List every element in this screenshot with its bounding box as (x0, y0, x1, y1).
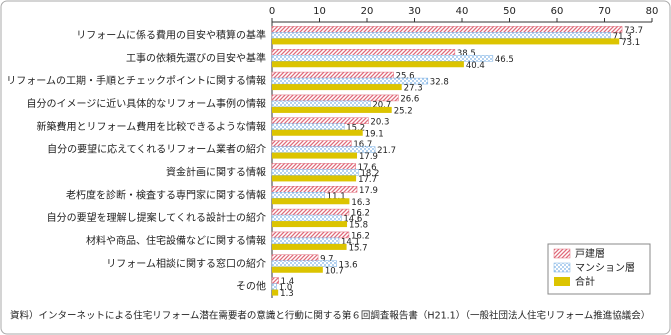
value-label: 10.7 (325, 266, 344, 276)
value-label: 46.5 (495, 55, 514, 65)
bar (272, 61, 464, 68)
bar (271, 26, 623, 33)
bar (271, 214, 342, 222)
bar (272, 152, 358, 159)
bar (271, 169, 359, 176)
bar (271, 163, 356, 170)
x-tick-label: 60 (551, 6, 564, 17)
value-label: 26.6 (400, 94, 419, 104)
value-label: 40.4 (466, 61, 485, 71)
category-label: リフォーム相談に関する窓口の紹介 (106, 257, 266, 270)
value-label: 71.3 (613, 32, 632, 42)
x-tick-label: 50 (503, 6, 516, 17)
category-label: 資金計画に関する情報 (166, 165, 266, 178)
category-label: 老朽度を診断・検査する専門家に関する情報 (66, 188, 266, 201)
value-label: 20.7 (372, 100, 391, 110)
legend-label: 戸建層 (575, 247, 605, 260)
x-tick-label: 70 (598, 6, 611, 17)
value-label: 25.6 (396, 72, 415, 82)
bar (272, 84, 402, 91)
bar (271, 49, 456, 56)
category-label: 材料や商品、住宅設備などに関する情報 (86, 234, 266, 247)
bar (271, 140, 352, 147)
bar (271, 100, 371, 108)
category-label: 自分のイメージに近い具体的なリフォーム事例の情報 (27, 97, 267, 110)
value-label: 16.7 (353, 140, 372, 150)
value-label: 20.3 (370, 117, 389, 127)
bar (272, 289, 279, 296)
value-label: 1.0 (279, 283, 293, 293)
x-tick-label: 20 (361, 6, 374, 17)
bar (271, 208, 350, 216)
legend-swatch (553, 248, 571, 259)
legend-swatch (553, 262, 571, 273)
value-label: 15.7 (349, 243, 368, 253)
value-label: 15.8 (349, 221, 368, 231)
bar (272, 106, 392, 113)
value-label: 32.8 (430, 78, 449, 88)
value-label: 73.7 (624, 26, 643, 36)
bar (272, 198, 350, 205)
x-tick-label: 30 (408, 6, 421, 17)
category-label: 新築費用とリフォーム費用を比較できるような情報 (37, 120, 267, 133)
bar (272, 175, 357, 182)
legend-label: マンション層 (575, 262, 635, 274)
value-label: 14.6 (343, 215, 362, 225)
value-label: 17.6 (358, 163, 377, 173)
bar (271, 277, 279, 284)
x-tick-label: 10 (313, 6, 326, 17)
value-label: 14.1 (341, 237, 360, 247)
bar (271, 237, 340, 245)
value-label: 17.9 (359, 152, 378, 162)
category-label: リフォームに係る費用の目安や積算の基準 (76, 28, 266, 41)
value-label: 17.9 (359, 186, 378, 196)
category-label: その他 (236, 280, 266, 293)
bar (271, 283, 277, 290)
value-label: 19.1 (365, 129, 384, 139)
bar (272, 221, 348, 228)
category-label: リフォームの工期・手順とチェックポイントに関する情報 (6, 74, 266, 87)
category-label: 自分の要望に応えてくれるリフォーム業者の紹介 (47, 143, 266, 156)
bar (272, 243, 347, 250)
value-label: 21.7 (377, 146, 396, 156)
value-label: 16.2 (351, 231, 370, 241)
bar (271, 71, 394, 79)
value-label: 73.1 (621, 38, 640, 48)
value-label: 15.2 (346, 123, 365, 133)
bar (271, 231, 350, 239)
category-label: 自分の要望を理解し提案してくれる設計士の紹介 (47, 211, 266, 224)
bar (271, 55, 494, 62)
x-tick-label: 0 (269, 6, 275, 17)
x-tick-label: 80 (646, 6, 659, 17)
value-label: 16.3 (351, 198, 370, 208)
legend-swatch (554, 277, 570, 286)
category-label: 工事の依頼先選びの目安や基準 (126, 51, 266, 64)
value-label: 11.1 (327, 192, 346, 202)
value-label: 1.3 (280, 289, 294, 299)
legend-label: 合計 (575, 275, 595, 288)
value-label: 27.3 (404, 84, 423, 94)
x-tick-label: 40 (456, 6, 469, 17)
value-label: 18.2 (360, 169, 379, 179)
value-label: 17.7 (358, 175, 377, 185)
bar (272, 38, 620, 45)
bar (271, 32, 611, 39)
bar (271, 192, 325, 199)
value-label: 9.7 (320, 254, 334, 264)
bar (272, 129, 363, 136)
bar (271, 254, 319, 261)
value-label: 16.2 (351, 209, 370, 219)
value-label: 13.6 (339, 260, 358, 270)
value-label: 38.5 (457, 49, 476, 59)
value-label: 1.4 (281, 277, 295, 287)
bar (271, 123, 345, 130)
value-label: 25.2 (394, 106, 413, 116)
source-note: 資料）インターネットによる住宅リフォーム潜在需要者の意識と行動に関する第６回調査… (10, 310, 650, 322)
bar (272, 266, 323, 273)
